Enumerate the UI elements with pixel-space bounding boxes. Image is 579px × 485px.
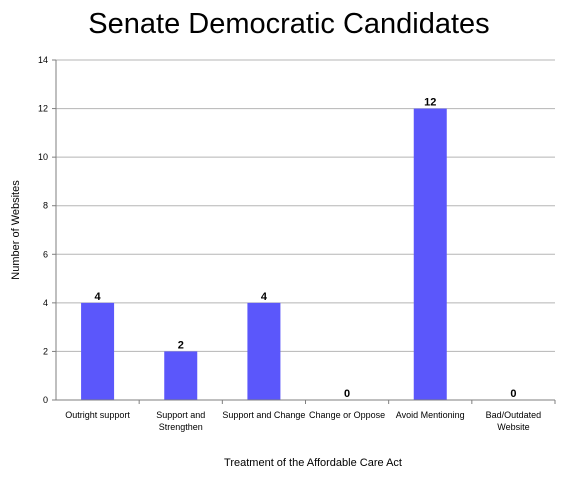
gridlines (56, 59, 555, 352)
category-label: Outright support (65, 410, 130, 420)
bar (164, 351, 198, 400)
category-label-line: Change or Oppose (309, 410, 385, 420)
category-label: Support and Change (222, 410, 305, 420)
y-tick-label: 14 (38, 55, 48, 65)
y-tick-label: 2 (43, 346, 48, 356)
x-axis-title: Treatment of the Affordable Care Act (224, 457, 402, 469)
bars (81, 108, 447, 401)
y-tick-label: 8 (43, 201, 48, 211)
category-label-line: Bad/Outdated (486, 410, 542, 420)
category-label-line: Website (497, 422, 529, 432)
category-label-line: Support and (156, 410, 205, 420)
bar (413, 108, 447, 401)
category-label-line: Outright support (65, 410, 130, 420)
category-label-line: Strengthen (159, 422, 203, 432)
data-label: 4 (95, 291, 102, 303)
y-axis-title: Number of Websites (10, 180, 22, 280)
data-label: 0 (344, 388, 350, 400)
category-label: Avoid Mentioning (396, 410, 465, 420)
data-label: 0 (510, 388, 516, 400)
y-tick-label: 12 (38, 104, 48, 114)
category-label-line: Support and Change (222, 410, 305, 420)
y-tick-label: 4 (43, 298, 48, 308)
bar (247, 302, 281, 400)
axes (52, 59, 556, 404)
data-label: 4 (261, 291, 268, 303)
y-tick-label: 6 (43, 249, 48, 259)
category-label: Change or Oppose (309, 410, 385, 420)
category-label: Bad/Outdated Website (486, 410, 542, 432)
y-tick-label: 10 (38, 152, 48, 162)
category-label-line: Avoid Mentioning (396, 410, 465, 420)
chart-title: Senate Democratic Candidates (88, 8, 489, 40)
data-label: 12 (424, 97, 436, 109)
y-tick-label: 0 (43, 395, 48, 405)
labels: 0 2 4 6 8 10 12 14 4 Outright support 2 Support and… (38, 55, 541, 432)
category-label: Support and Strengthen (156, 410, 205, 432)
data-label: 2 (178, 339, 184, 351)
bar (81, 302, 115, 400)
